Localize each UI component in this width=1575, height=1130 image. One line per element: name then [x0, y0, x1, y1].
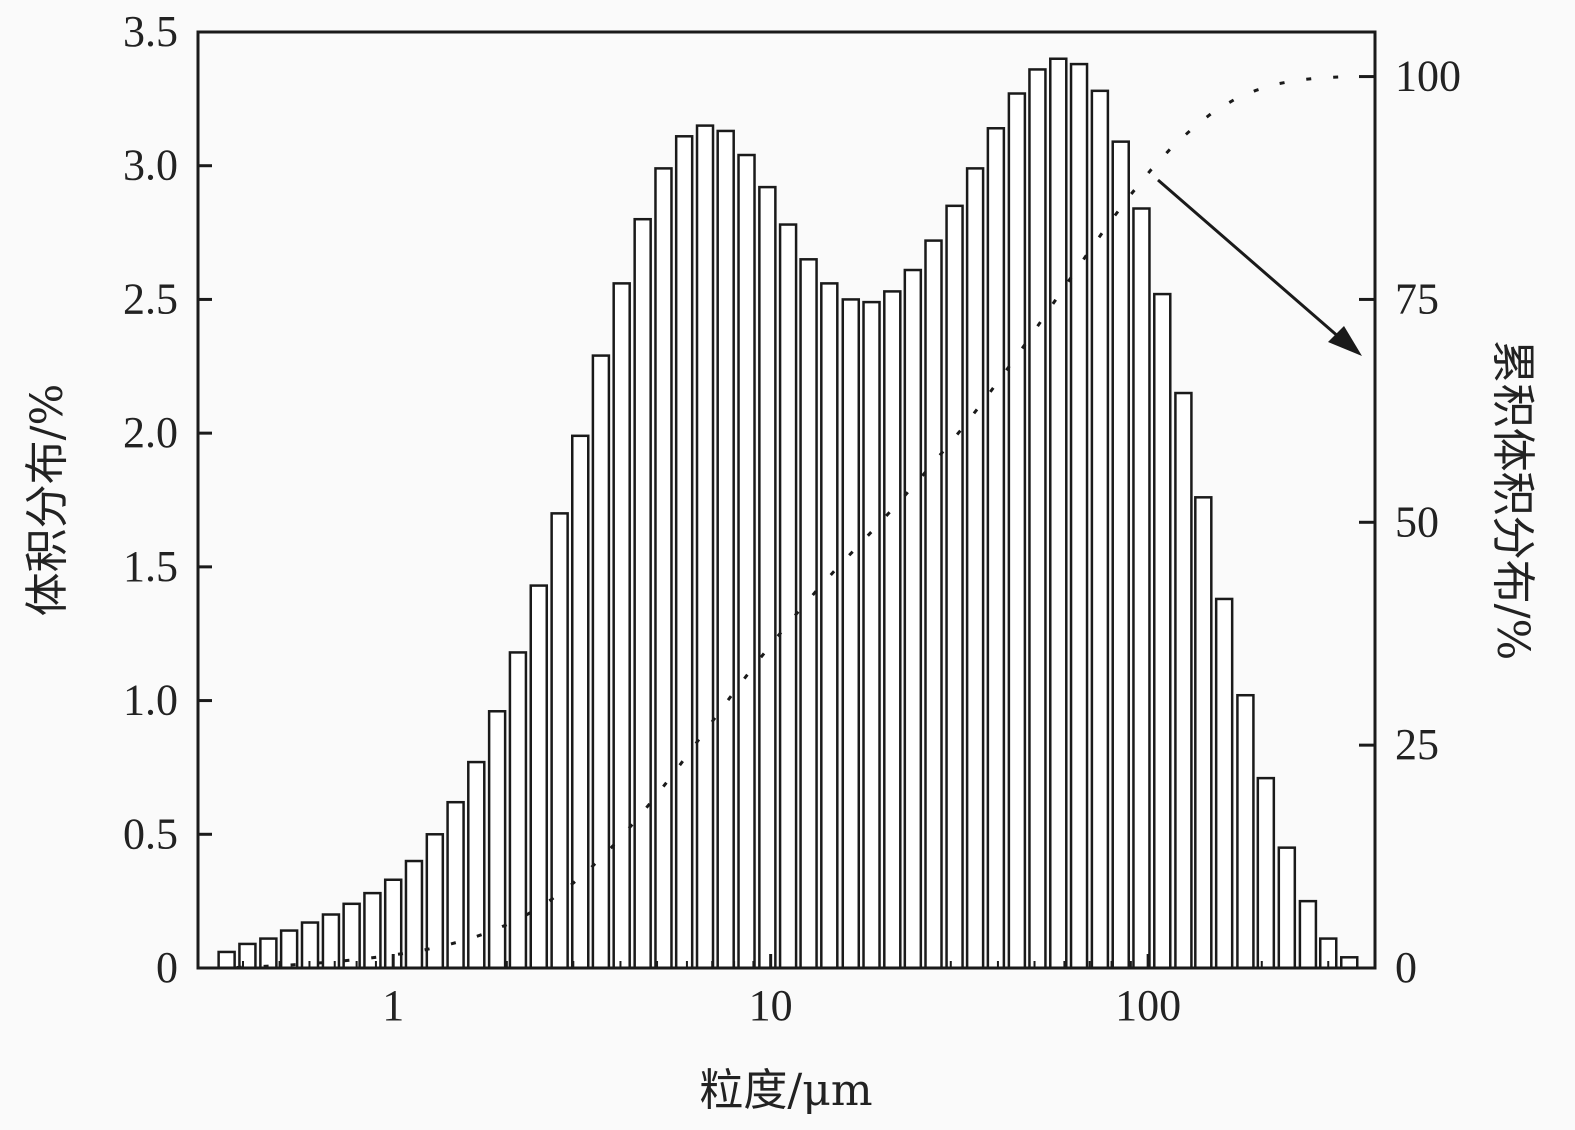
- plot-frame: [196, 30, 1377, 970]
- bar: [612, 282, 631, 970]
- bar: [716, 129, 735, 970]
- bar: [404, 859, 424, 970]
- bar: [1049, 57, 1068, 970]
- bar: [945, 204, 964, 970]
- y2-tick-label: 25: [1395, 720, 1439, 769]
- bar: [799, 258, 818, 970]
- bar: [1256, 776, 1276, 970]
- bar: [321, 913, 341, 970]
- bar: [1007, 92, 1027, 970]
- bar: [529, 584, 549, 970]
- bar: [695, 124, 715, 970]
- bar: [550, 512, 569, 970]
- bar: [903, 268, 923, 970]
- bar: [841, 298, 861, 970]
- annotation-arrow: [1157, 178, 1362, 356]
- bar: [674, 135, 694, 970]
- bar: [1339, 956, 1359, 970]
- x-tick-label: 100: [1115, 981, 1181, 1030]
- y-tick-label: 0.5: [123, 809, 178, 858]
- bar: [342, 902, 361, 970]
- bar: [1153, 292, 1172, 970]
- y2-axis-title: 累积体积分布/%: [1487, 340, 1538, 661]
- y-tick-label: 3.0: [123, 141, 178, 190]
- x-axis-title: 粒度/μm: [699, 1065, 872, 1116]
- bar: [1069, 62, 1089, 970]
- y2-tick-label: 100: [1395, 52, 1461, 101]
- y-tick-label: 2.5: [123, 274, 178, 323]
- bar: [1277, 846, 1297, 970]
- bar: [758, 185, 777, 970]
- y-tick-label: 1.0: [123, 676, 178, 725]
- bar: [965, 167, 985, 970]
- bar: [862, 300, 881, 970]
- y-axis-title: 体积分布/%: [22, 384, 73, 617]
- bar: [1214, 597, 1234, 970]
- bar: [217, 950, 236, 970]
- bar: [1090, 89, 1110, 970]
- bar: [737, 153, 756, 970]
- bar: [1236, 693, 1255, 970]
- bar: [1111, 140, 1130, 970]
- ticks-group: 1 10 100 0 0.5 1.0 1.5 2.0 2.5 3.0 3.5 0 25 50 75 100: [123, 7, 1461, 1030]
- bar: [467, 760, 486, 970]
- bar: [487, 710, 507, 970]
- bar: [986, 127, 1006, 970]
- bar: [1174, 391, 1193, 970]
- bar: [238, 942, 257, 970]
- bar: [820, 282, 839, 970]
- bar: [883, 290, 902, 970]
- bar: [279, 929, 299, 970]
- y-tick-label: 2.0: [123, 408, 178, 457]
- bar: [654, 167, 673, 970]
- y-tick-label: 0: [156, 943, 178, 992]
- bar: [1298, 899, 1318, 970]
- y2-tick-label: 0: [1395, 943, 1417, 992]
- bar: [633, 217, 652, 970]
- cumulative-line-group: [236, 75, 1360, 969]
- bar: [1028, 68, 1047, 970]
- y2-tick-label: 50: [1395, 497, 1439, 546]
- y-tick-label: 3.5: [123, 7, 178, 56]
- bar: [1194, 496, 1213, 970]
- bar: [924, 239, 943, 970]
- y-tick-label: 1.5: [123, 542, 178, 591]
- y2-tick-label: 75: [1395, 274, 1439, 323]
- x-tick-label: 10: [749, 981, 793, 1030]
- cumulative-line: [236, 75, 1360, 969]
- bars-group: [217, 57, 1359, 970]
- bar: [259, 937, 278, 970]
- bar: [778, 223, 798, 970]
- bar: [591, 354, 611, 970]
- bar: [508, 651, 528, 970]
- x-tick-label: 1: [382, 981, 404, 1030]
- bar: [1132, 207, 1151, 970]
- bar: [571, 434, 590, 970]
